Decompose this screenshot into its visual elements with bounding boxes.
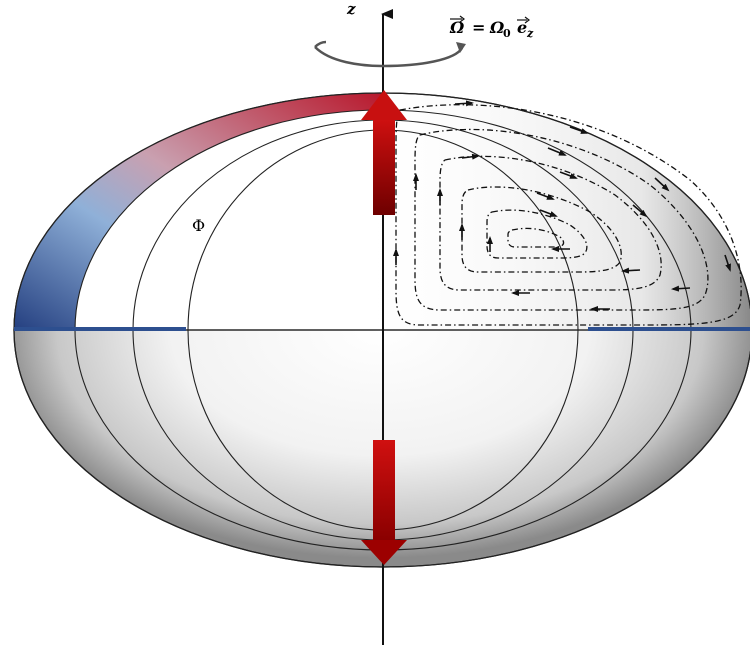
south-flow-arrow (361, 440, 407, 565)
flow-arrow (454, 100, 474, 107)
circulation-loop-3 (439, 155, 662, 291)
flow-arrow (724, 254, 731, 272)
meridian-color-band (14, 93, 383, 330)
potential-label-phi: Φ (192, 216, 205, 235)
flow-arrow (536, 192, 555, 200)
north-flow-arrow (361, 90, 407, 215)
omega0-subscript: 0 (503, 27, 511, 40)
circulation-loop-5 (486, 209, 588, 259)
circulation-loop-2 (414, 128, 709, 311)
flow-arrow (632, 204, 648, 218)
flow-arrow (547, 147, 567, 156)
equals-sign: = (472, 18, 485, 37)
flow-arrow (671, 285, 691, 292)
omega-symbol: Ω (449, 18, 465, 37)
flow-arrow (539, 209, 558, 217)
circulation-loop-1 (395, 104, 742, 326)
circulation-loop-6 (507, 227, 565, 248)
unit-vector: e (517, 18, 527, 37)
omega0-symbol: Ω (489, 18, 505, 37)
flow-arrow (569, 126, 589, 134)
rotation-vector-label: Ω = Ω 0 e z (449, 15, 534, 40)
rotation-curl-arrow (314, 40, 466, 68)
flow-arrow (621, 267, 641, 274)
flow-arrow (461, 153, 480, 160)
unit-vector-subscript: z (526, 27, 534, 40)
flow-direction-arrows (393, 100, 731, 312)
axis-label-z: z (346, 0, 356, 18)
flow-arrow (654, 177, 670, 192)
flow-arrow (559, 171, 578, 179)
